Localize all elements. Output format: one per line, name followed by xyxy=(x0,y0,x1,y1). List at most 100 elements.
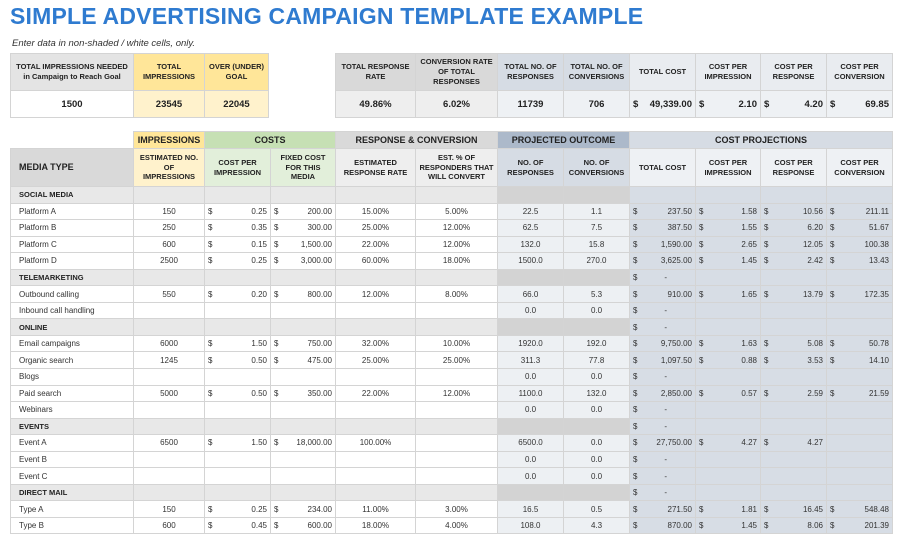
input-cell[interactable]: 600 xyxy=(133,235,205,254)
input-cell[interactable]: 2500 xyxy=(133,252,205,270)
input-cell[interactable] xyxy=(270,450,336,469)
media-type-cell[interactable]: Paid search xyxy=(10,384,134,403)
input-cell[interactable]: $0.45 xyxy=(204,516,271,534)
input-cell[interactable]: 600 xyxy=(133,516,205,534)
input-cell[interactable] xyxy=(415,434,498,452)
input-cell[interactable]: $300.00 xyxy=(270,219,336,237)
input-cell[interactable]: 22.00% xyxy=(335,384,416,403)
input-cell[interactable]: 60.00% xyxy=(335,252,416,270)
computed-cell: 15.8 xyxy=(563,235,630,254)
input-cell[interactable]: $0.25 xyxy=(204,500,271,518)
media-type-cell[interactable]: Type B xyxy=(10,516,134,534)
input-cell[interactable]: 12.00% xyxy=(415,219,498,237)
input-cell[interactable] xyxy=(415,301,498,320)
input-cell[interactable]: 12.00% xyxy=(415,384,498,403)
input-cell[interactable]: 15.00% xyxy=(335,202,416,221)
input-cell[interactable]: $200.00 xyxy=(270,202,336,221)
input-cell[interactable]: 12.00% xyxy=(415,235,498,254)
input-cell[interactable]: $0.35 xyxy=(204,219,271,237)
media-type-cell[interactable]: Inbound call handling xyxy=(10,301,134,320)
input-cell[interactable]: $0.25 xyxy=(204,202,271,221)
input-cell[interactable]: $750.00 xyxy=(270,334,336,353)
input-cell[interactable]: 550 xyxy=(133,285,205,303)
group-header-projected-outcome: PROJECTED OUTCOME xyxy=(497,131,630,149)
impressions-goal-input[interactable]: 1500 xyxy=(10,90,134,118)
input-cell[interactable]: 6000 xyxy=(133,334,205,353)
input-cell[interactable]: $350.00 xyxy=(270,384,336,403)
input-cell[interactable]: $1.50 xyxy=(204,334,271,353)
input-cell[interactable] xyxy=(335,450,416,469)
input-cell[interactable] xyxy=(133,401,205,419)
input-cell[interactable]: 32.00% xyxy=(335,334,416,353)
input-cell[interactable] xyxy=(335,301,416,320)
input-cell[interactable]: 150 xyxy=(133,500,205,518)
input-cell[interactable]: $600.00 xyxy=(270,516,336,534)
input-cell[interactable] xyxy=(204,401,271,419)
input-cell[interactable]: $1,500.00 xyxy=(270,235,336,254)
input-cell[interactable]: 3.00% xyxy=(415,500,498,518)
input-cell[interactable]: $475.00 xyxy=(270,351,336,370)
input-cell[interactable]: 250 xyxy=(133,219,205,237)
input-cell[interactable]: $234.00 xyxy=(270,500,336,518)
input-cell[interactable] xyxy=(270,368,336,386)
input-cell[interactable]: 5.00% xyxy=(415,202,498,221)
media-type-cell[interactable]: Outbound calling xyxy=(10,285,134,303)
input-cell[interactable] xyxy=(270,467,336,485)
input-cell[interactable] xyxy=(133,368,205,386)
media-type-cell[interactable]: Webinars xyxy=(10,401,134,419)
media-type-cell[interactable]: Email campaigns xyxy=(10,334,134,353)
input-cell[interactable] xyxy=(133,450,205,469)
input-cell[interactable] xyxy=(133,467,205,485)
media-type-cell[interactable]: Event A xyxy=(10,434,134,452)
input-cell[interactable]: 4.00% xyxy=(415,516,498,534)
input-cell[interactable] xyxy=(270,301,336,320)
input-cell[interactable]: 6500 xyxy=(133,434,205,452)
media-type-cell[interactable]: Organic search xyxy=(10,351,134,370)
input-cell[interactable]: 22.00% xyxy=(335,235,416,254)
input-cell[interactable]: 150 xyxy=(133,202,205,221)
media-type-cell[interactable]: Event B xyxy=(10,450,134,469)
input-cell[interactable] xyxy=(204,467,271,485)
input-cell[interactable] xyxy=(415,450,498,469)
input-cell[interactable] xyxy=(204,368,271,386)
input-cell[interactable]: $3,000.00 xyxy=(270,252,336,270)
input-cell[interactable]: 18.00% xyxy=(335,516,416,534)
input-cell[interactable]: $18,000.00 xyxy=(270,434,336,452)
input-cell[interactable]: 25.00% xyxy=(335,351,416,370)
media-type-cell[interactable]: Event C xyxy=(10,467,134,485)
media-type-cell[interactable]: Platform C xyxy=(10,235,134,254)
media-type-cell[interactable]: Type A xyxy=(10,500,134,518)
input-cell[interactable]: 18.00% xyxy=(415,252,498,270)
input-cell[interactable]: 25.00% xyxy=(335,219,416,237)
input-cell[interactable]: $0.20 xyxy=(204,285,271,303)
input-cell[interactable]: 25.00% xyxy=(415,351,498,370)
input-cell[interactable]: 1245 xyxy=(133,351,205,370)
media-type-cell[interactable]: Platform A xyxy=(10,202,134,221)
input-cell[interactable]: $800.00 xyxy=(270,285,336,303)
input-cell[interactable] xyxy=(204,450,271,469)
input-cell[interactable]: 100.00% xyxy=(335,434,416,452)
input-cell[interactable]: $0.50 xyxy=(204,351,271,370)
input-cell[interactable]: $1.50 xyxy=(204,434,271,452)
currency-symbol: $ xyxy=(208,239,213,249)
media-type-cell[interactable]: Platform B xyxy=(10,219,134,237)
input-cell[interactable] xyxy=(204,301,271,320)
input-cell[interactable] xyxy=(415,467,498,485)
input-cell[interactable]: 8.00% xyxy=(415,285,498,303)
input-cell[interactable] xyxy=(415,401,498,419)
input-cell[interactable]: 5000 xyxy=(133,384,205,403)
media-type-cell[interactable]: Platform D xyxy=(10,252,134,270)
input-cell[interactable] xyxy=(270,401,336,419)
input-cell[interactable]: 11.00% xyxy=(335,500,416,518)
input-cell[interactable] xyxy=(335,401,416,419)
input-cell[interactable]: $0.15 xyxy=(204,235,271,254)
input-cell[interactable] xyxy=(133,301,205,320)
input-cell[interactable]: $0.50 xyxy=(204,384,271,403)
input-cell[interactable]: 12.00% xyxy=(335,285,416,303)
input-cell[interactable] xyxy=(335,467,416,485)
media-type-cell[interactable]: Blogs xyxy=(10,368,134,386)
input-cell[interactable] xyxy=(335,368,416,386)
input-cell[interactable]: $0.25 xyxy=(204,252,271,270)
input-cell[interactable]: 10.00% xyxy=(415,334,498,353)
input-cell[interactable] xyxy=(415,368,498,386)
